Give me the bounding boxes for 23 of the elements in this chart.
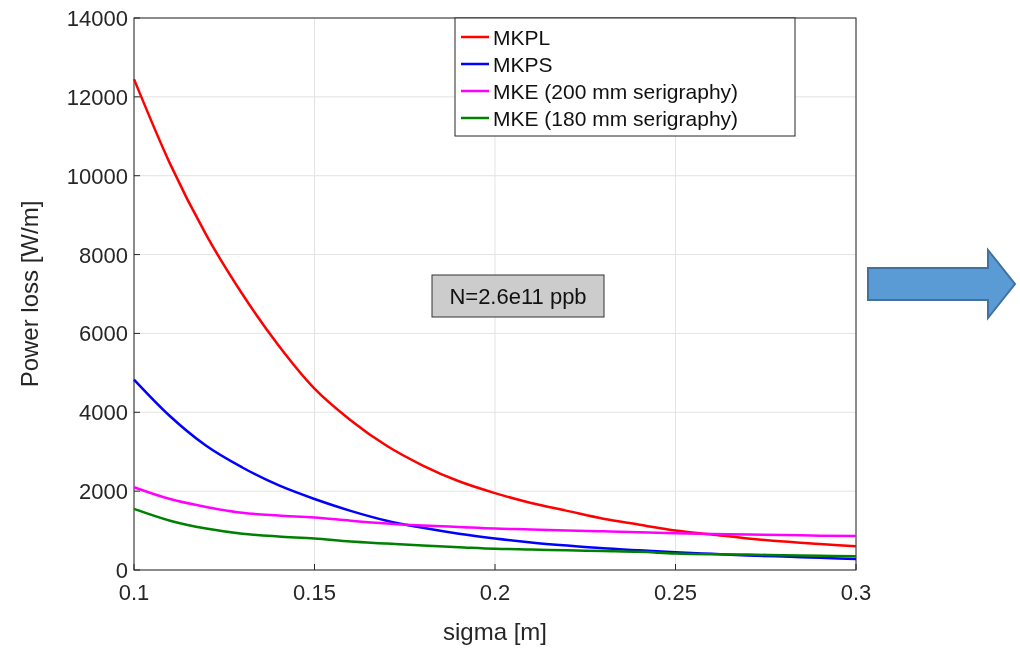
x-tick-label: 0.3 [840, 580, 872, 605]
legend-label: MKE (180 mm serigraphy) [493, 107, 739, 130]
y-tick-label: 12000 [66, 84, 128, 110]
x-axis-title: sigma [m] [442, 618, 548, 645]
y-axis-title: Power loss [W/m] [16, 200, 43, 388]
y-tick-label: 14000 [66, 6, 128, 31]
line-series [132, 77, 858, 548]
line-series [132, 507, 858, 558]
y-tick-label: 10000 [66, 163, 128, 189]
x-tick-label: 0.25 [654, 580, 697, 605]
x-tick-label: 0.1 [118, 580, 150, 605]
y-tick-label: 0 [115, 558, 128, 583]
annotation: N=2.6e11 ppb [449, 284, 587, 309]
x-tick-label: 0.2 [479, 580, 511, 605]
y-tick-label: 6000 [79, 321, 128, 347]
legend-label: MKPL [493, 26, 551, 49]
x-tick-label: 0.15 [293, 580, 336, 605]
legend-label: MKPS [493, 53, 553, 76]
line-series [132, 485, 858, 538]
y-tick-label: 4000 [79, 400, 128, 426]
legend-label: MKE (200 mm serigraphy) [493, 80, 739, 103]
y-tick-label: 8000 [79, 242, 128, 268]
y-tick-label: 2000 [79, 479, 128, 505]
